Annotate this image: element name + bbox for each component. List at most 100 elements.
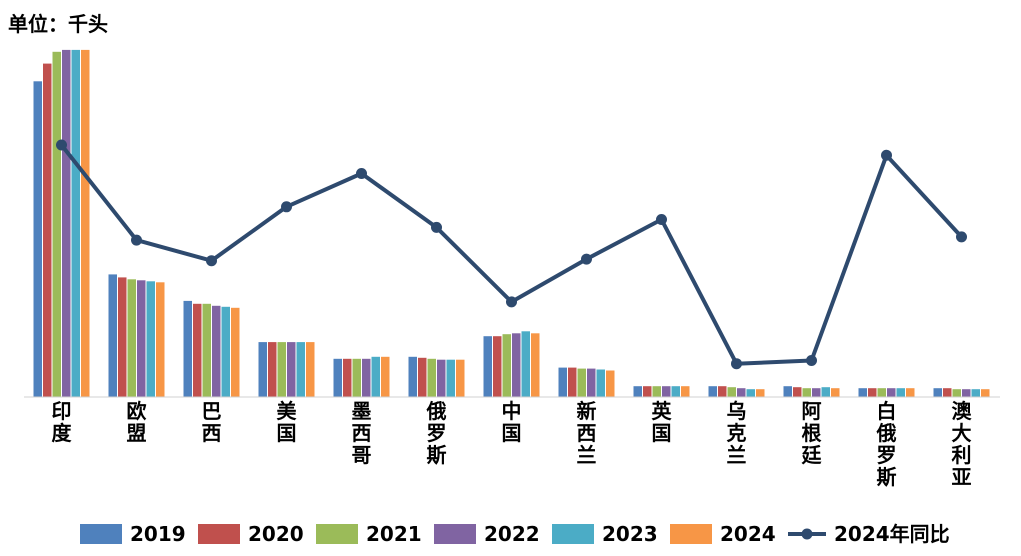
legend-swatch-2020 — [198, 524, 240, 544]
bar-2023-6 — [521, 331, 530, 397]
yoy-point-3 — [281, 201, 292, 213]
legend-label-2024: 2024 — [720, 522, 776, 546]
bar-2023-12 — [971, 389, 980, 397]
bar-2021-2 — [202, 303, 211, 397]
legend-swatch-2019 — [80, 524, 122, 544]
bar-2022-10 — [812, 388, 821, 397]
bar-2024-11 — [906, 388, 915, 397]
bar-2022-8 — [662, 386, 671, 397]
yoy-point-11 — [881, 149, 892, 161]
bar-2023-5 — [446, 359, 455, 397]
bar-2024-10 — [831, 388, 840, 397]
yoy-line-group — [56, 139, 967, 370]
yoy-point-5 — [431, 221, 442, 233]
bar-2020-8 — [643, 386, 652, 397]
bar-2021-11 — [877, 388, 886, 397]
legend-swatch-2021 — [316, 524, 358, 544]
legend-label-2023: 2023 — [602, 522, 658, 546]
bar-2023-2 — [221, 306, 230, 397]
bar-2022-11 — [887, 388, 896, 397]
yoy-point-2 — [206, 255, 217, 267]
yoy-point-0 — [56, 139, 67, 151]
bar-2023-9 — [746, 389, 755, 397]
yoy-point-4 — [356, 168, 367, 179]
bar-2019-0 — [33, 81, 42, 398]
category-label-0: 印度 — [52, 399, 73, 445]
bar-2024-9 — [756, 389, 765, 397]
legend-swatch-2024 — [670, 524, 712, 544]
yoy-point-10 — [806, 355, 817, 366]
bar-2024-4 — [381, 356, 390, 397]
bar-2024-6 — [531, 333, 540, 397]
bar-2022-3 — [287, 342, 296, 397]
bar-2022-4 — [362, 358, 371, 397]
bar-2019-10 — [783, 386, 792, 397]
bar-2023-3 — [296, 342, 305, 397]
bar-2024-8 — [681, 386, 690, 397]
bar-2021-4 — [352, 358, 361, 397]
bar-2024-0 — [81, 49, 90, 398]
bar-2021-10 — [802, 388, 811, 397]
bar-2019-1 — [108, 274, 117, 397]
category-label-3: 美国 — [277, 399, 298, 445]
bar-2020-0 — [43, 63, 52, 397]
bars-group — [33, 49, 990, 398]
bar-2024-5 — [456, 359, 465, 397]
category-label-2: 巴西 — [202, 399, 222, 445]
bar-2021-7 — [577, 368, 586, 397]
bar-2020-7 — [568, 367, 577, 397]
bar-2019-4 — [333, 358, 342, 397]
bar-2019-2 — [183, 300, 192, 397]
yoy-point-1 — [131, 234, 142, 246]
category-label-11: 白俄罗斯 — [876, 399, 897, 489]
bar-2023-1 — [146, 281, 155, 397]
bar-2021-5 — [427, 358, 436, 397]
bar-2019-9 — [708, 386, 717, 397]
bar-2021-6 — [502, 334, 511, 397]
category-label-12: 澳大利亚 — [952, 399, 973, 489]
bar-2022-7 — [587, 368, 596, 397]
bar-2019-12 — [933, 388, 942, 397]
legend: 2019 2020 2021 2022 2023 2024 2024年同比 — [80, 522, 950, 546]
bar-2023-0 — [71, 49, 80, 398]
yoy-point-6 — [506, 296, 517, 308]
bar-2022-2 — [212, 305, 221, 397]
legend-swatch-2022 — [434, 524, 476, 544]
bar-2020-5 — [418, 357, 427, 397]
legend-line-marker — [801, 528, 813, 540]
bar-2020-4 — [343, 358, 352, 397]
category-label-4: 墨西哥 — [352, 399, 372, 467]
bar-2020-10 — [793, 387, 802, 397]
bar-2022-5 — [437, 359, 446, 397]
category-label-6: 中国 — [502, 399, 522, 445]
bar-2020-11 — [868, 388, 877, 397]
unit-label: 单位：千头 — [8, 12, 108, 36]
bar-2021-1 — [127, 279, 136, 397]
bar-2024-1 — [156, 282, 165, 397]
bar-2020-3 — [268, 342, 277, 397]
bar-2024-3 — [306, 342, 315, 397]
category-labels: 印度 欧盟 巴西 美国 墨西哥 俄罗斯 中国 新西兰 英国 乌克兰 阿根廷 白俄罗斯 澳大利亚 — [52, 399, 973, 489]
bar-2022-9 — [737, 388, 746, 397]
bar-2024-2 — [231, 307, 240, 397]
bar-2021-8 — [652, 386, 661, 397]
bar-2019-11 — [858, 388, 867, 397]
bar-2019-6 — [483, 336, 492, 397]
bar-2020-2 — [193, 303, 202, 397]
yoy-point-9 — [731, 358, 742, 370]
bar-2021-9 — [727, 387, 736, 397]
bar-2019-8 — [633, 386, 642, 397]
bar-2023-8 — [671, 386, 680, 397]
legend-label-2019: 2019 — [130, 522, 186, 546]
bar-2019-5 — [408, 356, 417, 397]
bar-2021-3 — [277, 342, 286, 397]
bar-2022-0 — [62, 49, 71, 398]
bar-2024-12 — [981, 389, 990, 397]
bar-2020-1 — [118, 277, 127, 397]
bar-2021-12 — [952, 389, 961, 397]
bar-2022-1 — [137, 280, 146, 397]
yoy-point-7 — [581, 253, 592, 265]
category-label-1: 欧盟 — [127, 399, 147, 445]
bar-2023-11 — [896, 388, 905, 397]
